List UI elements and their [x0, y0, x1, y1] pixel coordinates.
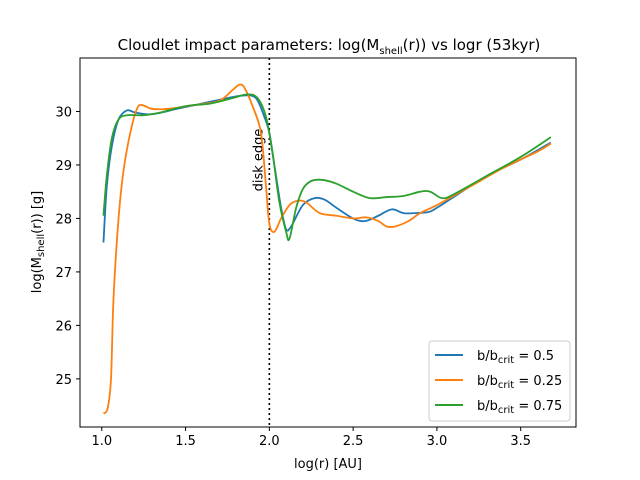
legend-label-2: b/bcrit = 0.75	[477, 399, 562, 416]
legend-label-0: b/bcrit = 0.5	[477, 349, 554, 366]
y-tick-label: 28	[55, 212, 72, 227]
series-line-2	[102, 93, 552, 242]
x-tick-label: 3.0	[427, 434, 448, 449]
y-tick-label: 30	[55, 105, 72, 120]
plot-frame	[79, 57, 577, 428]
legend-label-1: b/bcrit = 0.25	[477, 374, 562, 391]
y-tick-label: 27	[55, 266, 72, 281]
x-tick-label: 2.5	[343, 434, 364, 449]
y-tick-label: 25	[55, 373, 72, 388]
x-axis-label: log(r) [AU]	[294, 457, 362, 472]
legend-box	[428, 340, 571, 422]
y-axis-label: log(Mshell(r)) [g]	[30, 191, 47, 293]
series-lines	[102, 83, 552, 415]
chart-title: Cloudlet impact parameters: log(Mshell(r…	[118, 36, 541, 57]
series-line-1	[102, 83, 552, 415]
y-tick-label: 29	[55, 159, 72, 174]
x-tick-label: 3.5	[510, 434, 531, 449]
x-tick-label: 2.0	[259, 434, 280, 449]
x-tick-label: 1.0	[91, 434, 112, 449]
axis-ticks: 1.0 1.5 2.0 2.5 3.0 3.5 25 26 27 28 29 30	[55, 105, 531, 449]
x-tick-label: 1.5	[175, 434, 196, 449]
y-tick-label: 26	[55, 319, 72, 334]
legend: b/bcrit = 0.5 b/bcrit = 0.25 b/bcrit = 0…	[428, 340, 571, 422]
